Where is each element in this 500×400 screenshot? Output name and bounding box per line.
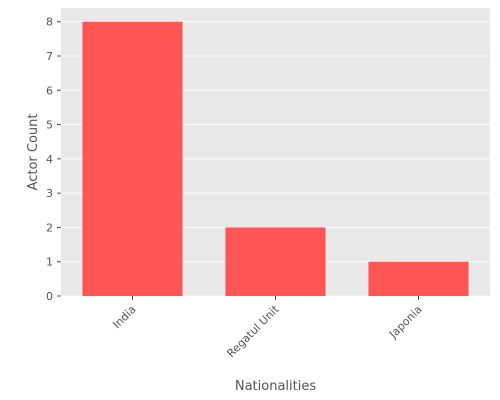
y-tick-label: 2 — [46, 221, 53, 234]
y-tick-label: 6 — [46, 84, 53, 97]
y-axis-title: Actor Count — [26, 114, 41, 191]
bars — [82, 21, 469, 296]
x-axis-title: Nationalities — [235, 379, 316, 394]
y-axis: 0 1 2 3 4 5 6 7 8 — [46, 16, 61, 303]
y-tick-label: 8 — [46, 16, 53, 29]
x-axis: India Regatul Unit Japonia — [110, 296, 425, 360]
bar-india — [82, 21, 183, 296]
y-tick-label: 4 — [46, 153, 53, 166]
x-tick-label: Regatul Unit — [224, 302, 282, 360]
bar-regatul-unit — [225, 227, 326, 296]
y-tick-label: 5 — [46, 119, 53, 132]
y-tick-label: 0 — [46, 290, 53, 303]
bar-japonia — [368, 261, 469, 296]
x-tick-label: India — [110, 303, 138, 331]
x-tick-label: Japonia — [386, 303, 425, 342]
y-tick-label: 1 — [46, 256, 53, 269]
y-tick-label: 7 — [46, 50, 53, 63]
y-tick-label: 3 — [46, 187, 53, 200]
